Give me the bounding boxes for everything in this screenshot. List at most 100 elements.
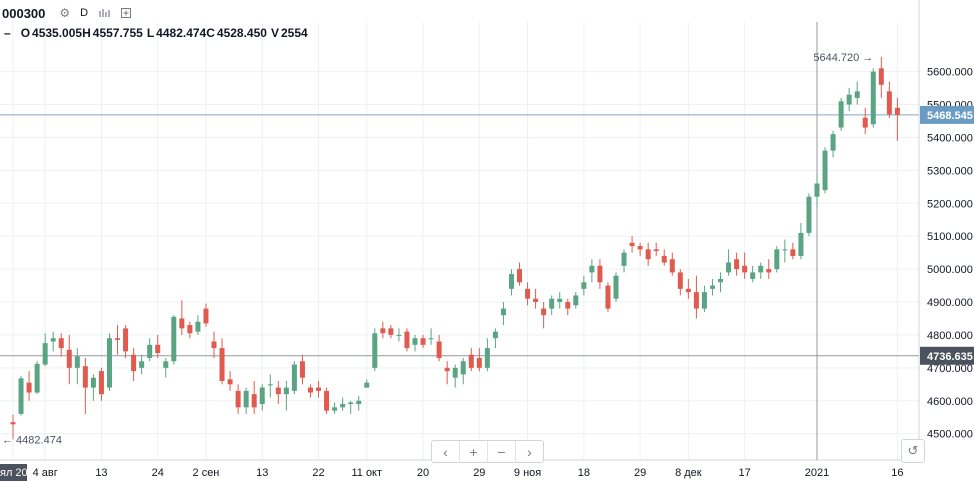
candle-body <box>106 338 112 388</box>
candle-body <box>396 334 402 336</box>
volume-value: 2554 <box>280 26 308 40</box>
close-value: 4528.450 <box>216 26 267 40</box>
candle-body <box>98 371 104 395</box>
candle-body <box>645 249 651 260</box>
compare-icon[interactable] <box>120 7 132 19</box>
legend-collapse-dash[interactable]: – <box>4 26 11 40</box>
candle-body <box>219 348 225 382</box>
candle-body <box>58 338 64 349</box>
y-tick-label: 5300.000 <box>927 165 973 177</box>
x-tick-label: 13 <box>95 467 107 479</box>
candle-body <box>830 134 836 151</box>
interval-button[interactable]: D <box>80 7 89 19</box>
candle-body <box>854 91 860 98</box>
candle-body <box>420 338 426 345</box>
candle-body <box>782 249 788 251</box>
crosshair-price-badge: 4736.635 <box>927 351 973 363</box>
bars-icon[interactable] <box>98 7 110 19</box>
candle-body <box>525 288 531 299</box>
candle-body <box>155 344 161 354</box>
y-tick-label: 4500.000 <box>927 429 973 441</box>
candle-body <box>621 252 627 266</box>
candle-body <box>894 107 900 116</box>
x-tick-label: ял 2020 <box>0 467 40 479</box>
candle-body <box>404 331 410 349</box>
candle-body <box>460 361 466 375</box>
candle-body <box>597 265 603 283</box>
candle-body <box>307 387 313 393</box>
candle-body <box>878 68 884 85</box>
candle-body <box>316 387 322 391</box>
chart-navigation: ‹ + − › <box>431 440 544 463</box>
x-tick-label: 20 <box>417 467 429 479</box>
candle-body <box>444 367 450 372</box>
gear-icon[interactable]: ⚙ <box>59 6 71 20</box>
reset-chart-button[interactable]: ↺ <box>901 439 925 463</box>
candle-body <box>886 91 892 115</box>
low-value: 4482.474 <box>156 26 207 40</box>
candle-body <box>348 402 354 405</box>
candle-body <box>669 259 675 273</box>
candle-body <box>581 282 587 289</box>
candle-body <box>195 321 201 332</box>
candle-body <box>468 354 474 368</box>
candle-body <box>452 367 458 378</box>
candle-body <box>372 333 378 368</box>
candle-body <box>356 400 362 405</box>
candle-body <box>340 404 346 408</box>
x-tick-label: 2021 <box>805 467 829 479</box>
zoom-out-button[interactable]: − <box>488 441 516 462</box>
candle-body <box>82 366 88 388</box>
candle-body <box>766 269 772 273</box>
zoom-in-button[interactable]: + <box>460 441 488 462</box>
y-tick-label: 4800.000 <box>927 330 973 342</box>
candle-body <box>74 356 80 368</box>
low-marker-label: ← 4482.474 <box>2 434 62 446</box>
candle-body <box>267 384 273 386</box>
chart-toolbar: 000300 ⚙ D <box>0 0 974 26</box>
high-label: H <box>82 26 91 40</box>
candle-body <box>846 94 852 105</box>
candle-body <box>187 325 193 334</box>
candle-body <box>42 343 48 365</box>
open-label: O <box>20 26 31 40</box>
candle-body <box>299 361 305 378</box>
candle-body <box>613 275 619 299</box>
scroll-right-button[interactable]: › <box>527 443 532 460</box>
y-tick-label: 5400.000 <box>927 132 973 144</box>
candle-body <box>541 308 547 316</box>
candle-body <box>179 318 185 329</box>
symbol-label[interactable]: 000300 <box>2 5 46 21</box>
candle-body <box>428 338 434 340</box>
candle-body <box>227 379 233 385</box>
volume-label: V <box>270 26 279 40</box>
y-tick-label: 5600.000 <box>927 67 973 79</box>
candle-body <box>275 387 281 395</box>
candle-body <box>517 269 523 283</box>
x-tick-label: 29 <box>473 467 485 479</box>
candle-body <box>508 274 514 289</box>
candle-body <box>661 255 667 263</box>
y-tick-label: 5000.000 <box>927 264 973 276</box>
x-tick-label: 2 сен <box>193 467 220 479</box>
candle-body <box>605 285 611 309</box>
candle-body <box>50 338 56 342</box>
high-marker-label: 5644.720 → <box>813 52 873 64</box>
candle-body <box>115 338 121 340</box>
candle-body <box>790 249 796 256</box>
candle-body <box>726 262 732 273</box>
candle-body <box>123 328 129 352</box>
candle-body <box>500 308 506 316</box>
candle-body <box>677 272 683 289</box>
x-tick-label: 4 авг <box>33 467 58 479</box>
scroll-left-button[interactable]: ‹ <box>432 441 460 462</box>
open-value: 4535.005 <box>32 26 83 40</box>
candle-body <box>147 344 153 358</box>
candle-body <box>484 348 490 368</box>
candle-body <box>822 150 828 191</box>
candle-body <box>549 298 555 309</box>
candle-body <box>870 71 876 125</box>
candle-body <box>709 285 715 289</box>
candle-body <box>10 422 16 425</box>
